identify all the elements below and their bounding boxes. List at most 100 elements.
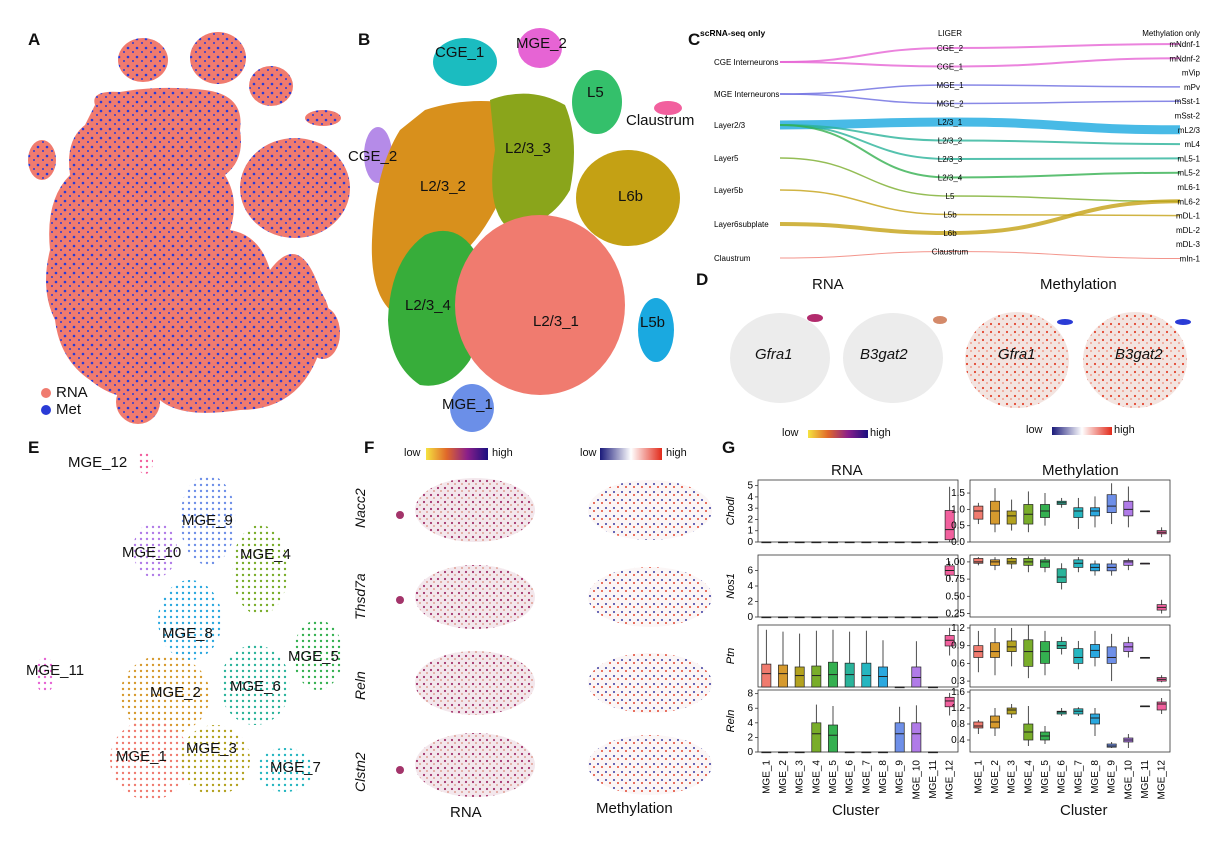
g-box [911, 722, 922, 753]
g-panel-frame [969, 554, 1171, 618]
f-scale-high-met: high [666, 447, 687, 459]
c-right-header: Methylation only [1142, 29, 1200, 38]
g-panel-frame [757, 479, 959, 543]
g-ytick-label: 4 [747, 581, 753, 592]
legend-met-label: Met [56, 401, 82, 418]
g-box [1006, 640, 1017, 652]
g-box-reln-met: 0.4 0.8 1.2 1.6 MGE_1 MGE_2 MGE_3 MGE_4 MGE_5 MGE… [951, 687, 1171, 799]
g-box [811, 665, 822, 688]
f-row-1 [396, 478, 712, 542]
d-met-title: Methylation [1040, 276, 1117, 293]
f-scale-low-rna: low [404, 447, 421, 459]
e-label-mge1: MGE_1 [116, 748, 167, 765]
d-gene-met-b3gat2: B3gat2 [1115, 346, 1163, 363]
panel-label-e: E [28, 438, 40, 457]
panel-b-tsne [364, 28, 682, 432]
g-box-chodl-met: 0.0 0.5 1.0 1.5 [951, 479, 1171, 548]
c-right-0: mNdnf-1 [1169, 40, 1200, 49]
b-label-l23-1: L2/3_1 [533, 313, 579, 330]
g-box [1106, 494, 1117, 513]
g-ytick-label: 0.75 [946, 574, 966, 585]
g-box [1040, 641, 1050, 664]
river-flow-left-6 [779, 124, 951, 160]
river-flow-right-2 [949, 84, 1181, 88]
c-left-0: CGE Interneurons [714, 58, 778, 67]
g-ytick-label: 0.4 [951, 735, 965, 746]
legend-met-dot [41, 405, 51, 415]
g-ytick-label: 0.50 [946, 591, 966, 602]
e-label-mge3: MGE_3 [186, 740, 237, 757]
g-box [1090, 507, 1100, 517]
e-label-mge8: MGE_8 [162, 625, 213, 642]
g-box [1156, 701, 1167, 711]
g-xlabel-rna: Cluster [832, 802, 880, 819]
d-colorbar-rna [808, 430, 868, 438]
b-label-mge1: MGE_1 [442, 396, 493, 413]
c-right-15: mIn-1 [1180, 255, 1200, 264]
panel-label-c: C [688, 30, 701, 49]
g-ytick-label: 0.9 [951, 641, 965, 652]
d-scale-high-met: high [1114, 424, 1135, 436]
c-mid-1: CGE_1 [937, 63, 964, 72]
e-label-mge2: MGE_2 [150, 684, 201, 701]
c-right-13: mDL-2 [1176, 226, 1200, 235]
river-flow-right-6 [949, 157, 1181, 160]
d-gene-rna-gfra1: Gfra1 [755, 346, 793, 363]
g-ytick-label: 0.5 [951, 521, 965, 532]
c-right-12: mDL-1 [1176, 212, 1200, 221]
panel-label-b: B [358, 30, 371, 49]
c-mid-2: MGE_1 [936, 81, 964, 90]
river-flow-left-11 [779, 251, 951, 259]
g-ytick-label: 1 [747, 526, 753, 537]
d-colorbar-met [1052, 427, 1112, 435]
g-box [828, 724, 838, 753]
g-ytick-label: 6 [747, 703, 753, 714]
c-mid-7: L2/3_4 [938, 174, 963, 183]
g-box [944, 696, 955, 708]
c-right-6: mL2/3 [1178, 126, 1200, 135]
g-ytick-label: 0 [747, 612, 753, 623]
g-box [811, 722, 822, 753]
g-ytick-label: 0.0 [951, 537, 965, 548]
g-box [1123, 500, 1134, 517]
river-flow-right-10 [949, 199, 1181, 235]
c-left-2: Layer2/3 [714, 121, 746, 130]
river-flow-left-2 [779, 84, 951, 95]
g-box [1106, 646, 1117, 664]
panel-a-tsne [28, 32, 350, 424]
g-box [1006, 707, 1017, 715]
g-met-title: Methylation [1042, 462, 1119, 479]
panel-c-riverplot: scRNA-seq only LIGER Methylation only CGE I… [700, 28, 1200, 264]
g-xtick-label: MGE_2 [990, 760, 1001, 794]
b-label-l5b: L5b [640, 314, 666, 331]
g-xtick-label: MGE_1 [973, 760, 984, 794]
river-flow-left-0 [779, 47, 951, 63]
g-box [1056, 641, 1067, 649]
c-mid-0: CGE_2 [937, 44, 964, 53]
c-right-14: mDL-3 [1176, 240, 1200, 249]
e-label-mge10: MGE_10 [122, 544, 182, 561]
g-gene-label: Ptn [725, 648, 737, 665]
g-ytick-label: 2 [747, 597, 753, 608]
g-box [894, 722, 905, 753]
g-ytick-label: 1.6 [951, 687, 965, 698]
g-xtick-label: MGE_12 [945, 760, 956, 800]
g-gene-label: Chodl [725, 496, 737, 525]
g-xtick-label: MGE_1 [761, 760, 772, 794]
g-xtick-label: MGE_9 [1107, 760, 1118, 794]
g-xtick-label: MGE_6 [845, 760, 856, 794]
g-box [990, 500, 1000, 525]
g-xtick-label: MGE_9 [895, 760, 906, 794]
b-label-claustrum: Claustrum [626, 112, 695, 129]
river-flow-right-7 [949, 171, 1181, 179]
b-label-cge2: CGE_2 [348, 148, 398, 165]
f-gene-reln: Reln [352, 671, 368, 700]
g-box-reln-rna: 0 2 4 6 8 Reln MGE_1 MGE_2 MGE_3 MGE_4 MGE_5 MGE_6 M… [725, 689, 959, 800]
g-box [794, 666, 805, 688]
g-panel-frame [757, 624, 959, 688]
panel-e-tsne [35, 450, 343, 800]
g-box [990, 642, 1000, 658]
c-mid-10: L6b [943, 229, 957, 238]
river-flow-left-3 [779, 93, 951, 105]
g-xtick-label: MGE_4 [1023, 760, 1034, 794]
